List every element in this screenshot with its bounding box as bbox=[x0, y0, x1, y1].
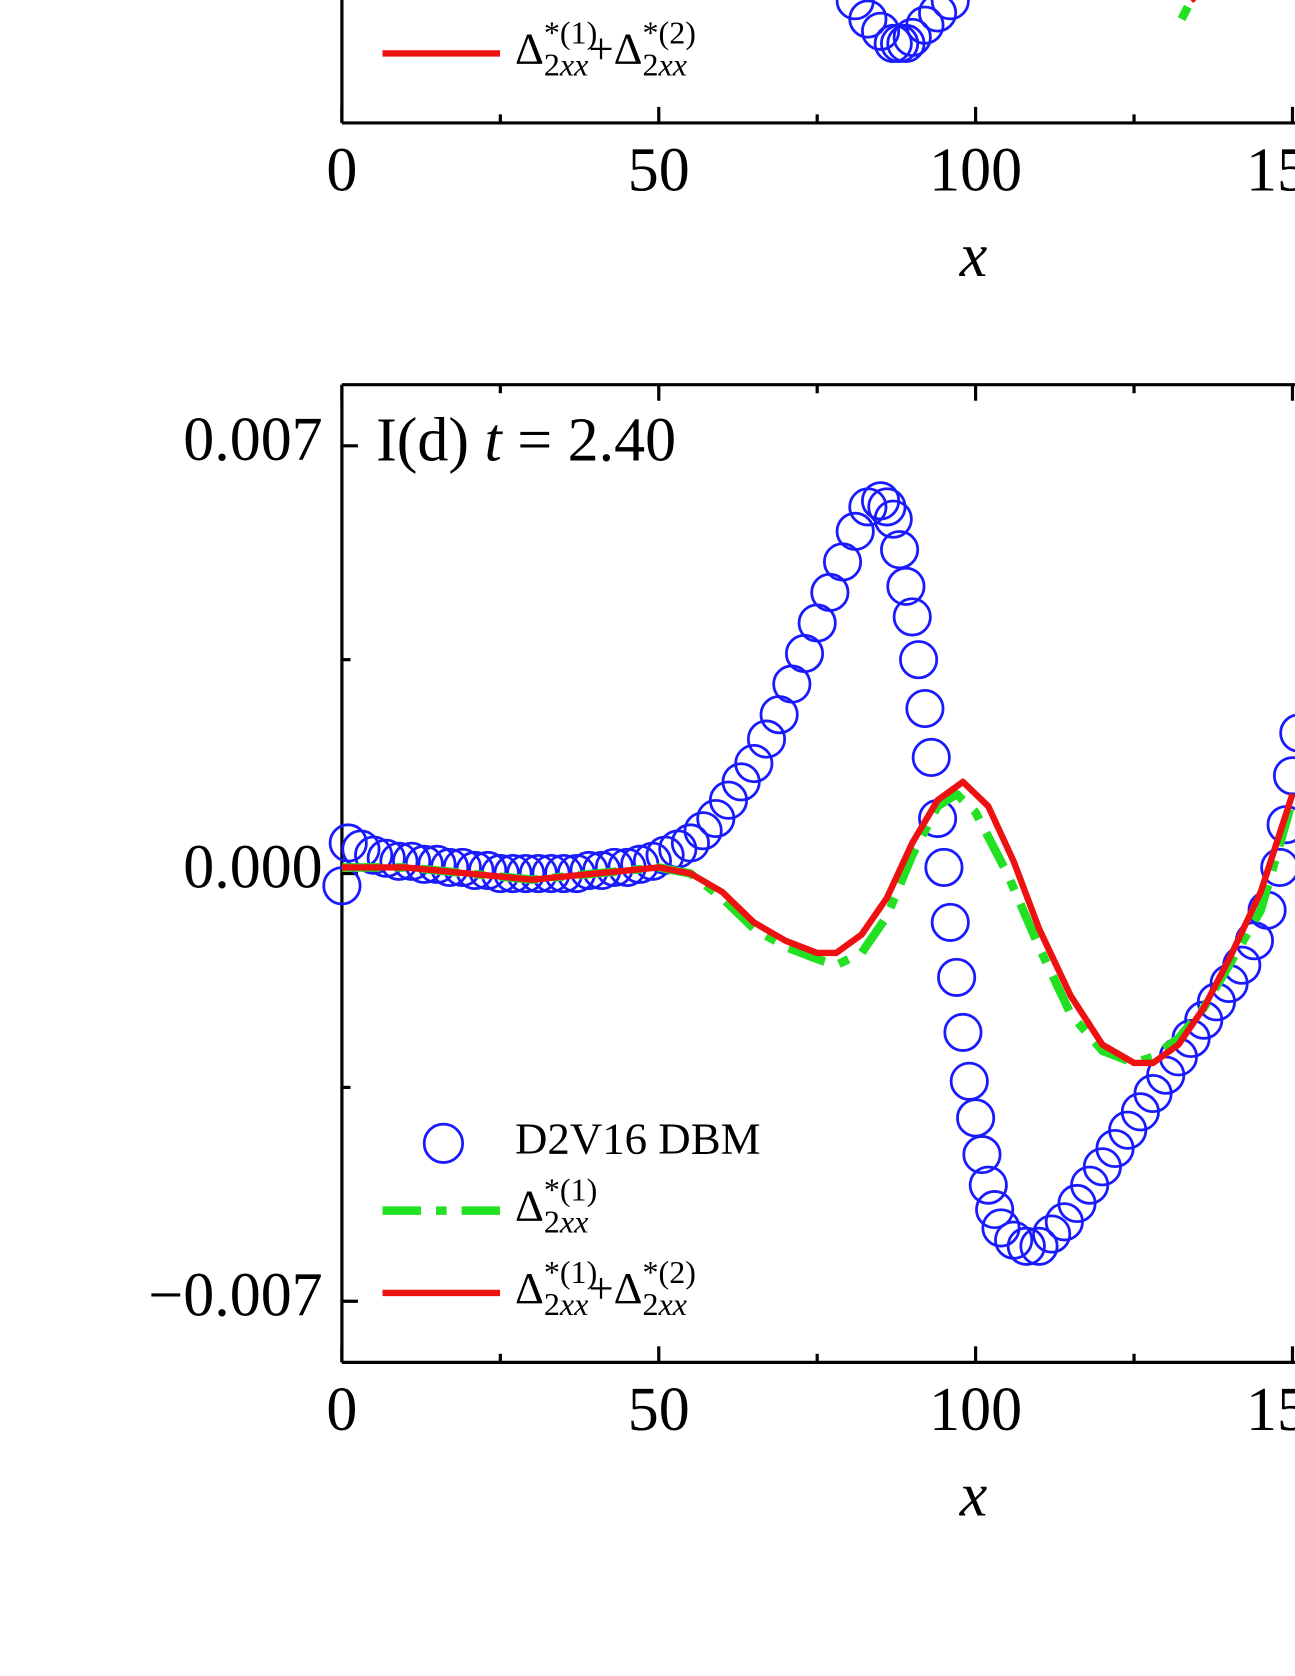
legend-marker bbox=[422, 1122, 465, 1164]
dashed-line bbox=[341, 789, 1295, 1068]
data-marker bbox=[848, 0, 888, 39]
data-marker bbox=[379, 841, 419, 881]
data-marker bbox=[886, 566, 926, 606]
x-tick-label: 0 bbox=[326, 1376, 357, 1444]
x-tick-label: 100 bbox=[929, 137, 1022, 205]
data-marker bbox=[924, 847, 964, 887]
x-tick-label: 150 bbox=[1246, 137, 1295, 205]
data-marker bbox=[366, 838, 406, 878]
data-marker bbox=[746, 719, 787, 759]
solid-line bbox=[1190, 0, 1197, 4]
data-marker bbox=[835, 0, 875, 21]
data-marker bbox=[905, 688, 945, 729]
data-marker bbox=[981, 1208, 1021, 1248]
data-marker bbox=[956, 1098, 996, 1138]
x-tick-label: 0 bbox=[326, 137, 357, 205]
data-marker bbox=[905, 5, 945, 45]
data-marker bbox=[968, 1165, 1008, 1205]
data-marker bbox=[949, 1061, 989, 1101]
data-marker bbox=[1279, 713, 1295, 753]
data-marker bbox=[670, 823, 711, 863]
data-marker bbox=[683, 811, 723, 851]
legend-label: Δ*(1)2xx bbox=[515, 0, 597, 1]
dashed-line bbox=[1177, 4, 1192, 22]
legend-label: Δ*(1) 2xx+Δ*(2) 2xx bbox=[515, 15, 696, 83]
data-marker bbox=[892, 597, 932, 637]
data-marker bbox=[975, 1190, 1015, 1230]
x-tick-label: 100 bbox=[929, 1376, 1022, 1444]
data-marker bbox=[1272, 756, 1295, 796]
data-marker bbox=[930, 0, 970, 21]
data-marker bbox=[892, 17, 932, 57]
x-tick-label: 50 bbox=[628, 1376, 690, 1444]
x-tick-label: 50 bbox=[628, 137, 690, 205]
data-marker bbox=[962, 1135, 1002, 1175]
data-marker bbox=[937, 957, 977, 997]
x-tick-label: 150 bbox=[1246, 1376, 1295, 1444]
x-axis-label: x bbox=[959, 1461, 988, 1529]
y-tick-label: 0.000 bbox=[183, 834, 322, 902]
data-marker bbox=[392, 841, 432, 881]
legend-label: D2V16 DBM bbox=[515, 1114, 761, 1164]
y-tick-label: −0.007 bbox=[148, 1261, 322, 1329]
data-marker bbox=[1032, 1214, 1072, 1254]
data-marker bbox=[880, 530, 920, 570]
data-marker bbox=[734, 743, 774, 784]
legend-label: Δ*(1) 2xx+Δ*(2) 2xx bbox=[515, 1254, 696, 1322]
solid-line bbox=[341, 778, 1295, 1067]
data-marker bbox=[835, 511, 875, 551]
data-marker bbox=[943, 1012, 983, 1052]
data-marker bbox=[899, 640, 939, 680]
data-marker bbox=[1260, 847, 1295, 887]
data-marker bbox=[918, 0, 958, 33]
data-marker bbox=[911, 737, 951, 777]
data-marker bbox=[930, 902, 970, 942]
data-marker bbox=[873, 499, 913, 539]
legend-label: Δ*(1)2xx bbox=[515, 1172, 597, 1240]
data-marker bbox=[620, 844, 660, 884]
panel-title: I(d) t = 2.40 bbox=[376, 407, 676, 475]
data-marker bbox=[354, 835, 394, 875]
x-axis-label: x bbox=[959, 222, 988, 290]
data-marker bbox=[417, 844, 457, 884]
y-tick-label: 0.007 bbox=[183, 406, 322, 474]
data-marker bbox=[1006, 1226, 1046, 1266]
data-marker bbox=[1019, 1226, 1059, 1266]
data-marker bbox=[861, 11, 901, 51]
